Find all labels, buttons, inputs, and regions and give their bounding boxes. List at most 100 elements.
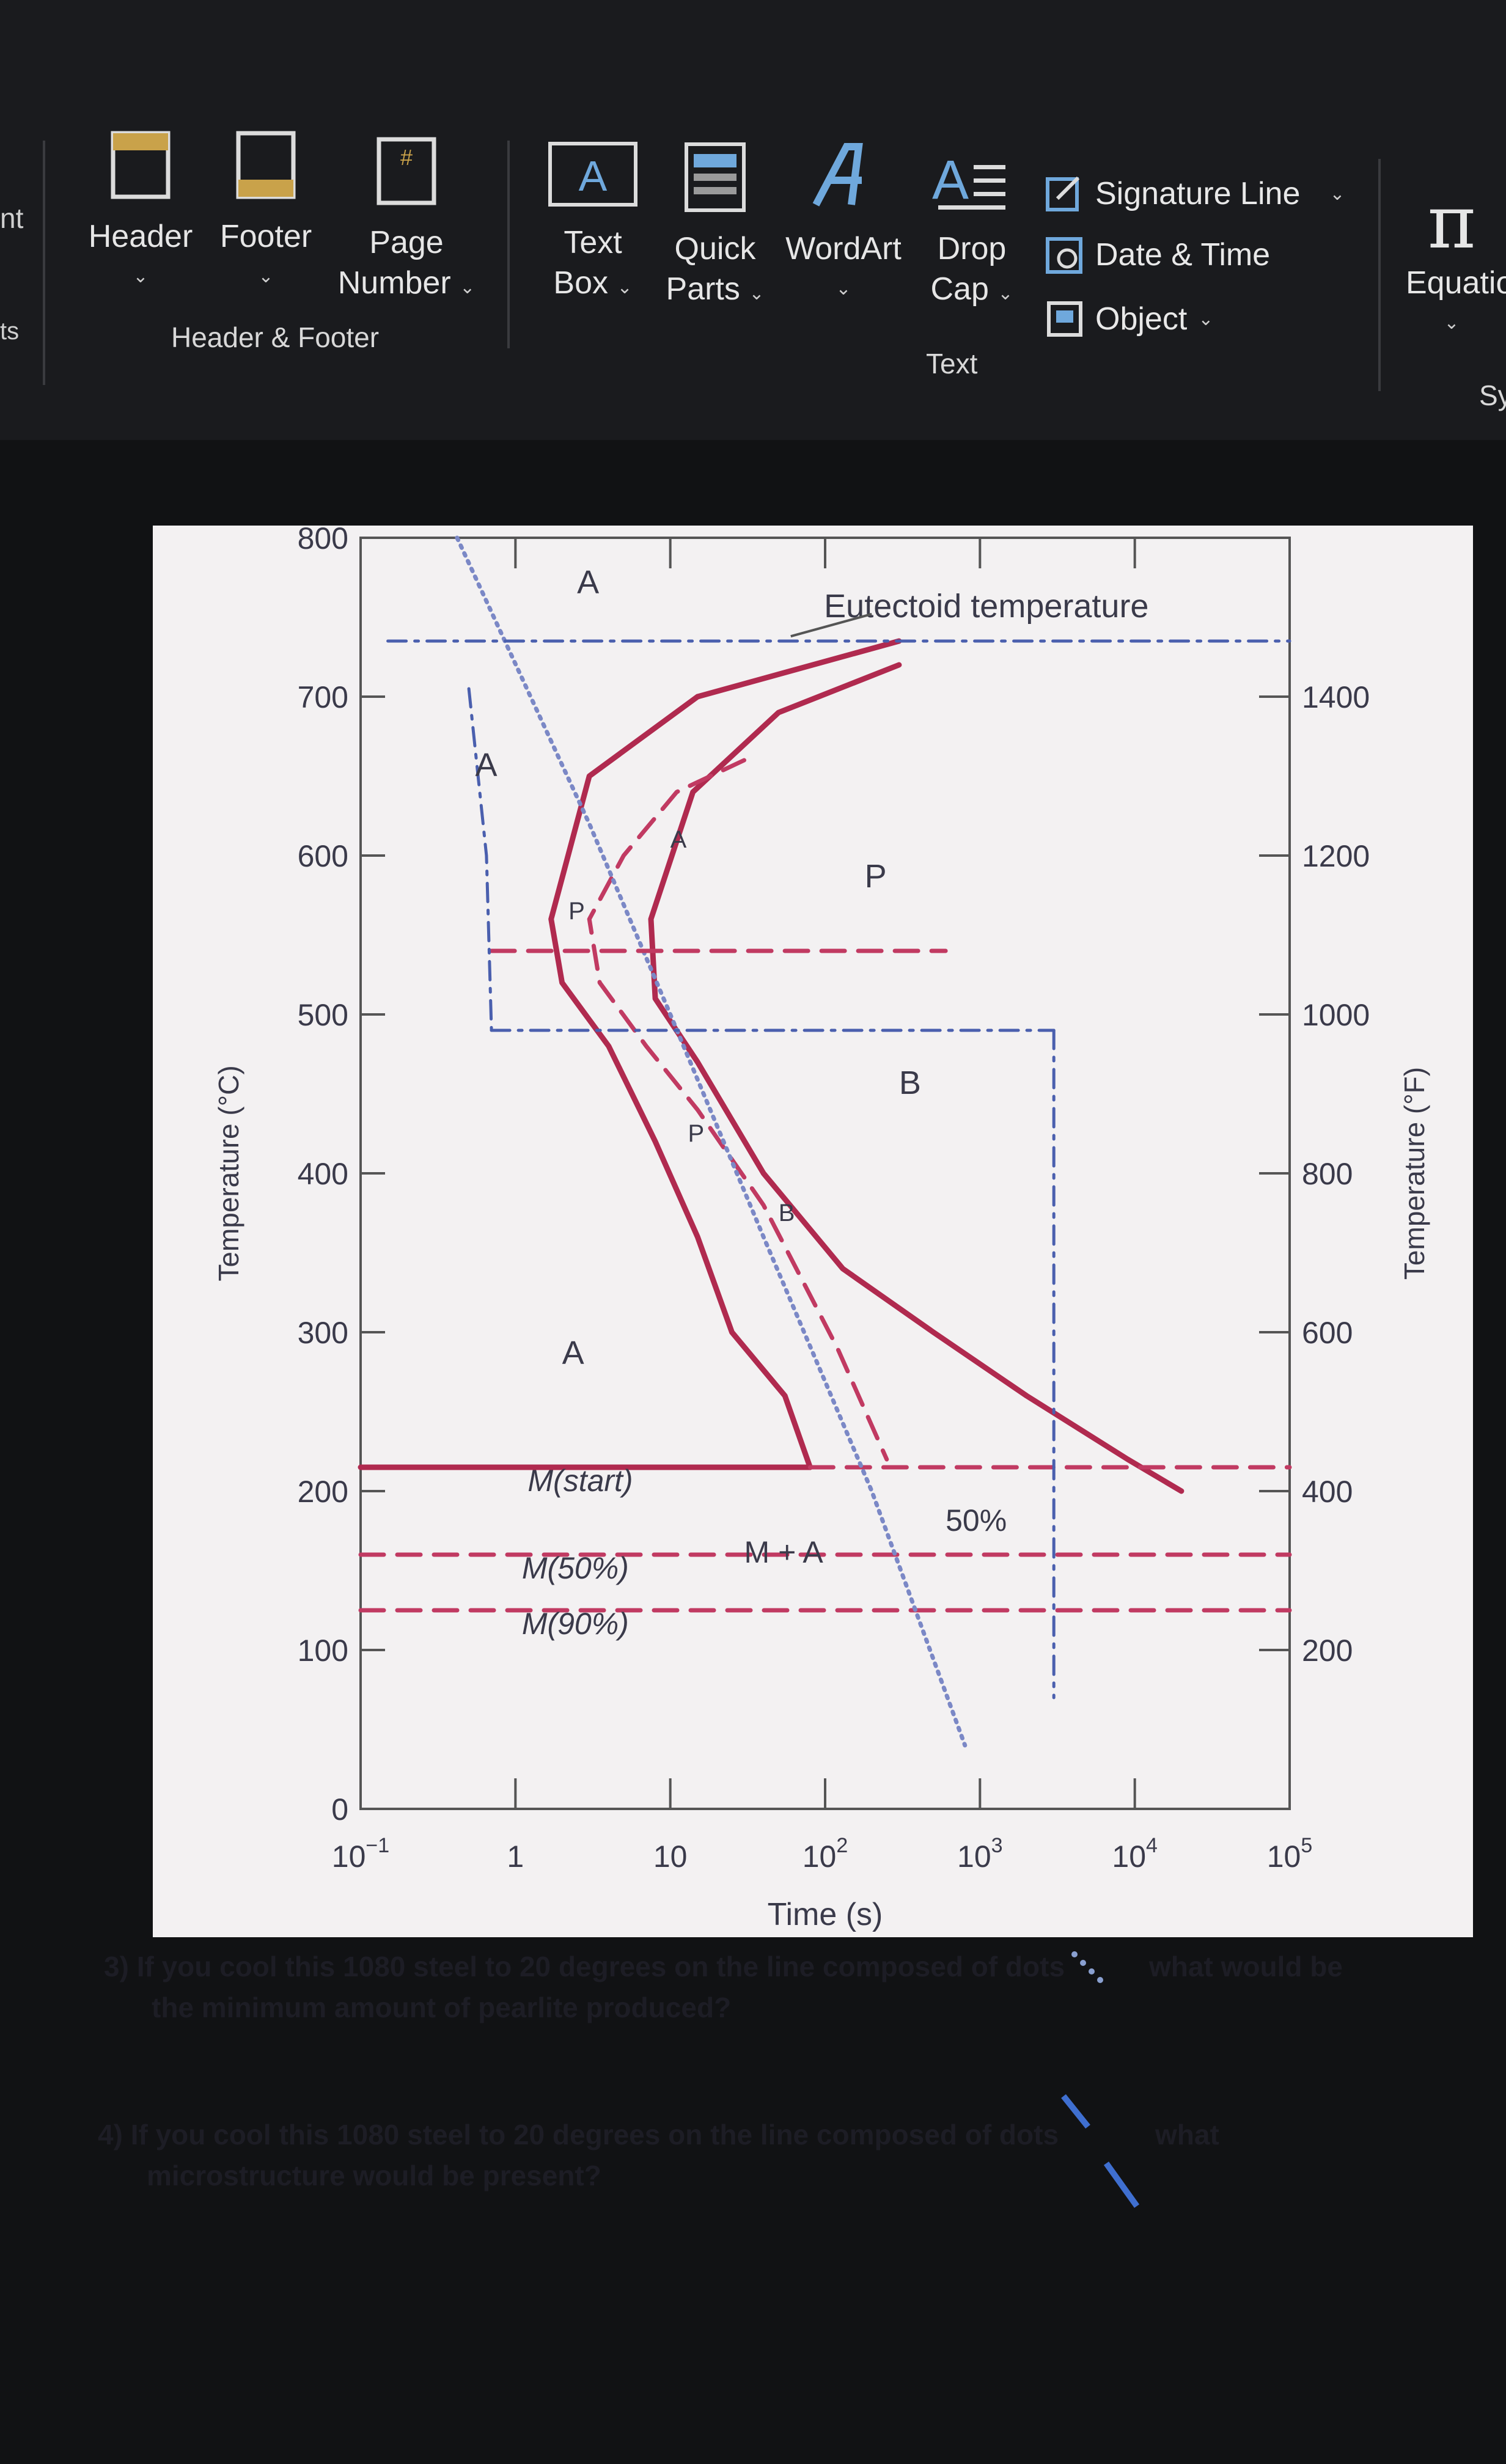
chevron-down-icon: ⌄ (997, 284, 1013, 304)
y-tick-label: 300 (298, 1316, 348, 1350)
svg-text:A: A (579, 152, 608, 200)
header-icon (111, 131, 171, 199)
chevron-down-icon: ⌄ (258, 266, 274, 287)
y-axis-label: Temperature (°C) (213, 1065, 244, 1281)
object-button[interactable]: Object ⌄ (1045, 299, 1213, 339)
quick-parts-icon (685, 142, 746, 212)
header-button[interactable]: Header ⌄ (86, 128, 196, 297)
footer-label: Footer (219, 219, 312, 254)
y2-tick-label: 1400 (1302, 680, 1370, 714)
quick-parts-label-1: Quick (674, 231, 756, 266)
question-4: 4) If you cool this 1080 steel to 20 deg… (98, 2114, 1059, 2155)
drop-cap-button[interactable]: A Drop Cap ⌄ (917, 147, 1027, 314)
martensite-austenite-label: M + A (744, 1535, 824, 1569)
y2-tick-label: 200 (1302, 1634, 1353, 1668)
chevron-down-icon: ⌄ (749, 284, 765, 304)
wordart-label: WordArt (785, 231, 902, 266)
x-tick-label: 10 (653, 1839, 688, 1874)
date-time-button[interactable]: Date & Time (1045, 235, 1270, 274)
ribbon-separator (43, 141, 45, 385)
series-line-7 (455, 535, 968, 1748)
chevron-down-icon: ⌄ (836, 279, 851, 299)
bainite-austenite-b-label: B (779, 1200, 795, 1226)
series-line-12 (467, 687, 493, 1032)
date-time-label: Date & Time (1095, 237, 1271, 273)
ttt-diagram: 0 100 200 300 400 500 600 700 800 Temperature (°C… (213, 526, 1430, 1932)
question-3-line2: the minimum amount of pearlite produced? (152, 1992, 732, 2023)
y-tick-label: 400 (298, 1157, 348, 1191)
ribbon-separator (507, 141, 510, 348)
y2-tick-label: 400 (1302, 1475, 1353, 1509)
text-box-icon: A (548, 142, 637, 207)
wordart-button[interactable]: WordArt ⌄ (776, 141, 911, 309)
region-label-bainite: B (899, 1065, 921, 1101)
x-tick-label: 105 (1267, 1834, 1313, 1874)
pearlite-austenite-p-label: P (568, 898, 585, 925)
y-tick-label: 800 (298, 526, 348, 556)
signature-line-button[interactable]: Signature Line ⌄ (1045, 174, 1345, 213)
pi-icon: π (1427, 180, 1476, 265)
x-tick-label: 1 (507, 1839, 524, 1874)
dashed-line-sample (1057, 2090, 1143, 2212)
question-4-line2: microstructure would be present? (147, 2160, 601, 2191)
y-tick-label: 0 (331, 1792, 348, 1827)
equation-button[interactable]: π Equatio ⌄ (1394, 183, 1506, 343)
ribbon-cut-label-bottom: ts (0, 318, 20, 345)
object-label: Object (1095, 301, 1188, 337)
y2-tick-label: 600 (1302, 1316, 1353, 1350)
y-tick-label: 200 (298, 1475, 348, 1509)
series-line-2 (587, 758, 889, 1462)
y2-axis-label: Temperature (°F) (1398, 1067, 1430, 1280)
drop-cap-icon: A (932, 150, 1005, 211)
drop-cap-label-2: Cap ⌄ (930, 271, 1013, 307)
ribbon: nt ts Header ⌄ Footer ⌄ # Page Number ⌄ … (0, 0, 1506, 440)
signature-line-label: Signature Line (1095, 176, 1301, 211)
dotted-line-sample (1070, 1949, 1106, 1986)
footer-button[interactable]: Footer ⌄ (211, 128, 321, 297)
group-header-footer: Header & Footer (171, 321, 380, 353)
eutectoid-label: Eutectoid temperature (824, 588, 1148, 625)
y-tick-label: 700 (298, 680, 348, 714)
drop-cap-label-1: Drop (937, 231, 1007, 266)
ribbon-cut-label-top: nt (0, 202, 24, 234)
quick-parts-button[interactable]: Quick Parts ⌄ (660, 141, 770, 314)
signature-line-icon (1046, 176, 1080, 211)
group-symbols: Sy (1479, 380, 1506, 411)
x-tick-label: 103 (957, 1834, 1003, 1874)
region-label-pearlite: P (865, 858, 887, 895)
question-3: 3) If you cool this 1080 steel to 20 deg… (104, 1946, 1065, 1987)
page-number-label-2: Number ⌄ (337, 265, 476, 301)
page-number-icon: # (376, 137, 436, 205)
question-4-line1: If you cool this 1080 steel to 20 degree… (130, 2119, 1059, 2150)
region-label-austenite-left: A (476, 747, 498, 783)
svg-text:#: # (400, 145, 413, 170)
y2-tick-label: 800 (1302, 1157, 1353, 1191)
question-3-number: 3) (104, 1951, 129, 1982)
chevron-down-icon: ⌄ (460, 277, 476, 298)
document-page: 0 100 200 300 400 500 600 700 800 Temperature (°C… (153, 526, 1473, 1937)
y2-tick-label: 1000 (1302, 998, 1370, 1032)
region-label-austenite-top: A (577, 564, 599, 601)
page-number-button[interactable]: # Page Number ⌄ (327, 134, 486, 308)
martensite-start-label: M(start) (527, 1464, 633, 1498)
region-label-austenite-lower: A (562, 1335, 584, 1371)
chevron-down-icon: ⌄ (1198, 309, 1214, 329)
martensite-90-label: M(90%) (522, 1607, 629, 1641)
x-tick-label: 104 (1112, 1834, 1158, 1874)
text-box-button[interactable]: A Text Box ⌄ (538, 141, 648, 308)
eutectoid-arrow (790, 612, 872, 638)
question-3-tail: what would be (1149, 1951, 1343, 1982)
chevron-down-icon: ⌄ (133, 266, 149, 287)
y-tick-label: 500 (298, 998, 348, 1032)
question-3-line1: If you cool this 1080 steel to 20 degree… (136, 1951, 1065, 1982)
fifty-percent-label: 50% (946, 1503, 1007, 1538)
chevron-down-icon: ⌄ (617, 277, 633, 298)
footer-icon (236, 131, 296, 199)
plot-frame (359, 537, 1291, 1810)
martensite-50-label: M(50%) (522, 1551, 629, 1585)
y-tick-label: 100 (298, 1634, 348, 1668)
equation-label: Equatio (1406, 265, 1506, 301)
svg-text:A: A (932, 150, 969, 211)
pearlite-austenite-a-label: A (670, 826, 687, 853)
wordart-icon (812, 143, 863, 207)
